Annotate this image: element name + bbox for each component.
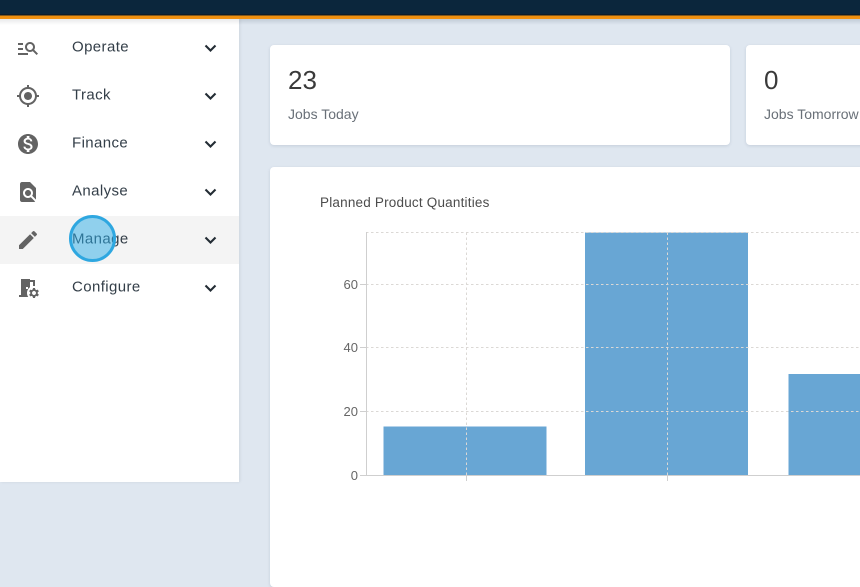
- svg-text:60: 60: [344, 277, 358, 292]
- svg-text:0: 0: [351, 468, 358, 483]
- svg-text:40: 40: [344, 340, 358, 355]
- svg-text:20: 20: [344, 404, 358, 419]
